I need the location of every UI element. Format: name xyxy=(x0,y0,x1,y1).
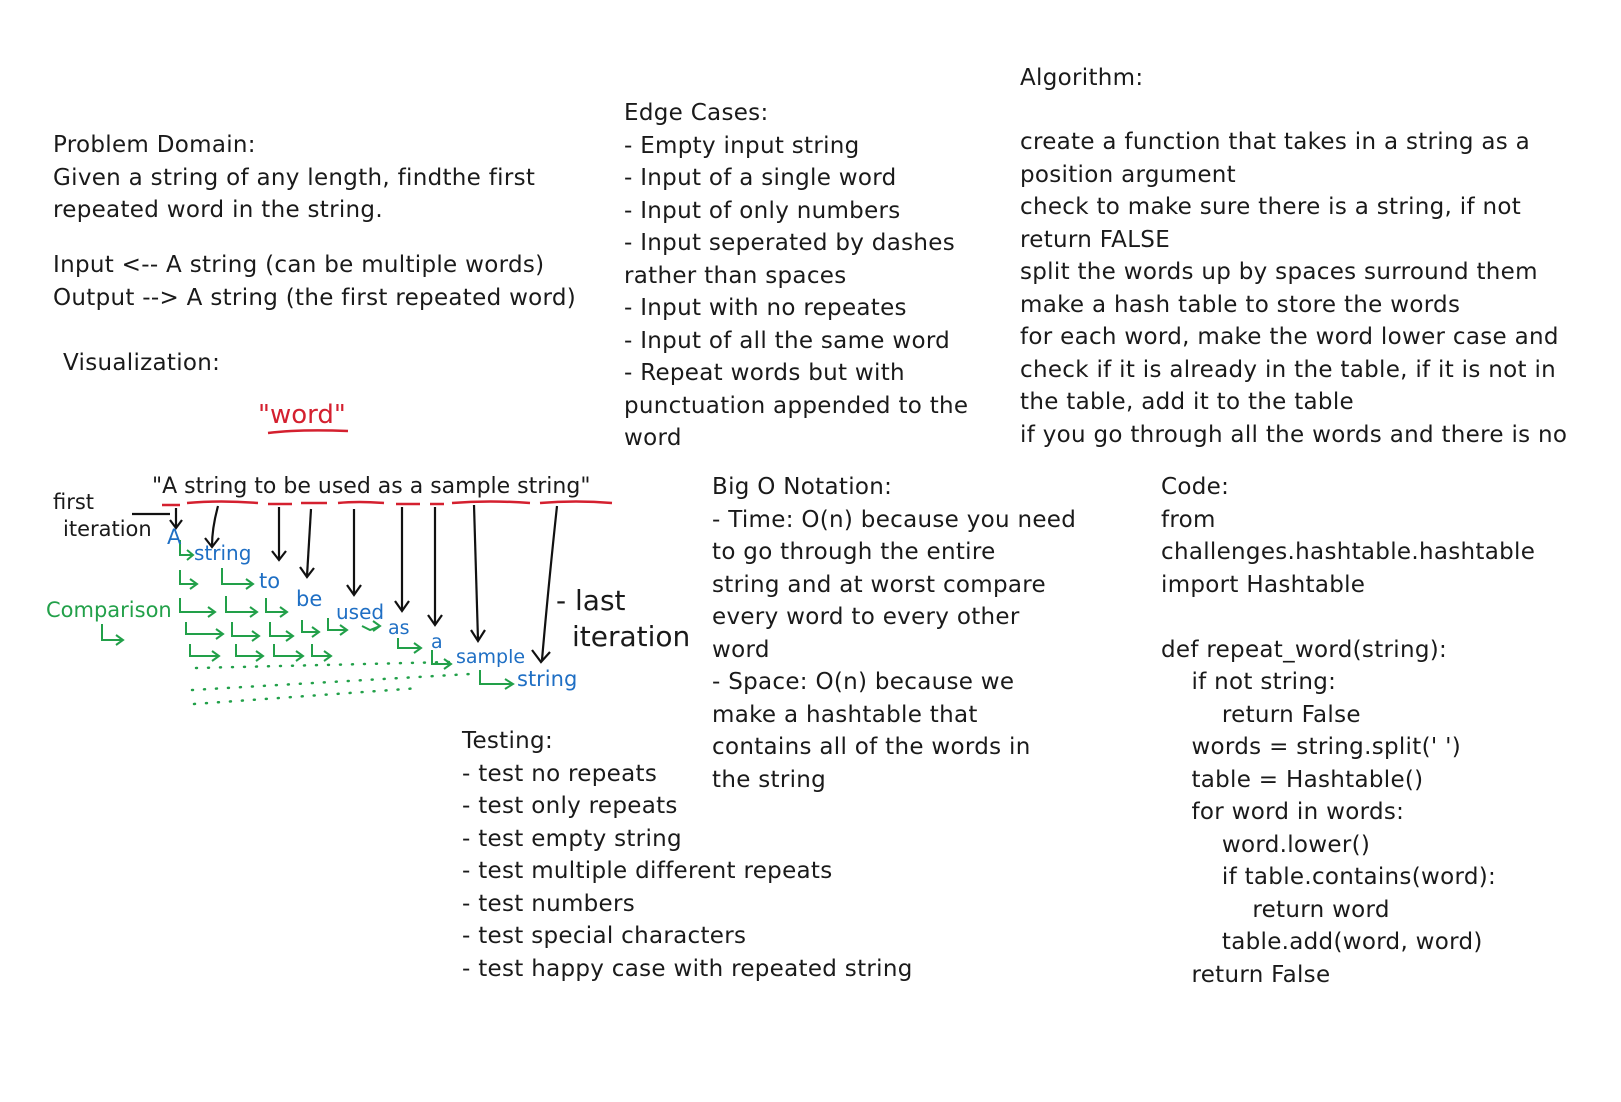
edge-cases-heading: Edge Cases: xyxy=(624,100,769,126)
sample-underlines xyxy=(162,500,613,507)
code-line: table = Hashtable() xyxy=(1161,766,1424,793)
comparison-label: Comparison xyxy=(46,598,172,622)
testing-line: - test happy case with repeated string xyxy=(462,955,913,982)
algorithm-line: split the words up by spaces surround th… xyxy=(1020,259,1538,285)
edge-case-line: - Input with no repeates xyxy=(624,295,907,321)
big-o-heading: Big O Notation: xyxy=(712,474,893,500)
edge-case-line: - Input of only numbers xyxy=(624,197,901,224)
first-iteration-label-1: first xyxy=(53,490,95,514)
viz-word-string: string xyxy=(194,541,252,565)
highlight-word: "word" xyxy=(258,400,346,430)
big-o-line: - Space: O(n) because we xyxy=(712,669,1015,695)
input-line: Input <-- A string (can be multiple word… xyxy=(53,252,545,278)
testing-line: - test no repeats xyxy=(462,760,658,787)
edge-case-line: - Empty input string xyxy=(624,132,860,159)
algorithm-line: check if it is already in the table, if … xyxy=(1020,356,1557,383)
edge-case-line: rather than spaces xyxy=(624,262,847,289)
big-o-line: word xyxy=(712,636,770,663)
code-section: Code: from challenges.hashtable.hashtabl… xyxy=(1161,471,1535,991)
big-o-line: the string xyxy=(712,766,827,793)
code-line: for word in words: xyxy=(1161,799,1405,825)
edge-case-line: - Input of all the same word xyxy=(624,327,951,354)
viz-word-be: be xyxy=(296,587,323,611)
algorithm-line: make a hash table to store the words xyxy=(1020,291,1461,318)
edge-case-line: - Input seperated by dashes xyxy=(624,230,955,256)
algorithm-line: for each word, make the word lower case … xyxy=(1020,324,1559,350)
testing-line: - test empty string xyxy=(462,825,682,852)
viz-word-as: as xyxy=(388,617,410,639)
big-o-line: every word to every other xyxy=(712,604,1020,630)
problem-domain-line: Given a string of any length, findthe fi… xyxy=(53,164,536,191)
algorithm-line: create a function that takes in a string… xyxy=(1020,129,1531,155)
viz-word-used: used xyxy=(336,600,385,624)
code-line: table.add(word, word) xyxy=(1161,929,1483,955)
testing-line: - test special characters xyxy=(462,923,747,949)
edge-case-line: - Input of a single word xyxy=(624,165,897,191)
viz-word-to: to xyxy=(259,569,281,593)
algorithm-line: check to make sure there is a string, if… xyxy=(1020,194,1522,220)
output-line: Output --> A string (the first repeated … xyxy=(53,284,577,311)
code-line: if not string: xyxy=(1161,669,1337,695)
code-line: import Hashtable xyxy=(1161,571,1366,598)
code-line: word.lower() xyxy=(1161,831,1371,858)
last-iteration-label-2: iteration xyxy=(572,620,691,653)
big-o-line: string and at worst compare xyxy=(712,571,1047,598)
problem-domain-heading: Problem Domain: xyxy=(53,132,256,158)
code-line: return False xyxy=(1161,701,1361,728)
problem-domain-line: repeated word in the string. xyxy=(53,197,383,223)
algorithm-heading: Algorithm: xyxy=(1020,65,1144,91)
code-line: challenges.hashtable.hashtable xyxy=(1161,539,1536,565)
first-iteration-label-2: iteration xyxy=(63,517,152,541)
testing-line: - test multiple different repeats xyxy=(462,858,833,884)
testing-line: - test only repeats xyxy=(462,793,678,819)
algorithm-line: return FALSE xyxy=(1020,226,1171,253)
big-o-line: contains all of the words in xyxy=(712,734,1031,760)
code-line xyxy=(1161,601,1535,634)
edge-case-line: punctuation appended to the xyxy=(624,392,969,419)
viz-word-a2: a xyxy=(431,631,443,653)
algorithm-line: position argument xyxy=(1020,161,1236,188)
edge-cases-section: Edge Cases: - Empty input string - Input… xyxy=(624,97,968,455)
testing-heading: Testing: xyxy=(462,728,554,754)
dotted-rows xyxy=(190,660,472,706)
big-o-section: Big O Notation: - Time: O(n) because you… xyxy=(712,471,1076,796)
code-line: return word xyxy=(1161,896,1390,923)
problem-domain-section: Problem Domain: Given a string of any le… xyxy=(53,129,535,227)
word-underline xyxy=(267,429,349,435)
testing-section: Testing: - test no repeats - test only r… xyxy=(462,725,913,985)
code-line: words = string.split(' ') xyxy=(1161,734,1461,760)
edge-case-line: - Repeat words but with xyxy=(624,360,905,386)
algorithm-line: the table, add it to the table xyxy=(1020,389,1354,415)
sample-string: "A string to be used as a sample string" xyxy=(152,474,591,499)
big-o-line: to go through the entire xyxy=(712,539,996,565)
io-section: Input <-- A string (can be multiple word… xyxy=(53,249,576,314)
algorithm-line: if you go through all the words and ther… xyxy=(1020,421,1568,448)
big-o-line: - Time: O(n) because you need xyxy=(712,506,1077,533)
algorithm-section: create a function that takes in a string… xyxy=(1020,126,1567,451)
code-line: if table.contains(word): xyxy=(1161,864,1497,890)
code-line: from xyxy=(1161,506,1216,533)
viz-word-a: A xyxy=(167,525,182,549)
testing-line: - test numbers xyxy=(462,890,636,917)
code-line: def repeat_word(string): xyxy=(1161,636,1448,663)
down-arrows xyxy=(132,504,559,664)
viz-word-string2: string xyxy=(517,667,578,691)
last-iteration-label-1: - last xyxy=(556,584,626,617)
edge-case-line: word xyxy=(624,425,682,451)
code-line: return False xyxy=(1161,961,1331,988)
big-o-line: make a hashtable that xyxy=(712,701,978,728)
visualization-heading: Visualization: xyxy=(63,350,221,376)
code-heading: Code: xyxy=(1161,474,1230,500)
viz-word-sample: sample xyxy=(456,646,526,668)
